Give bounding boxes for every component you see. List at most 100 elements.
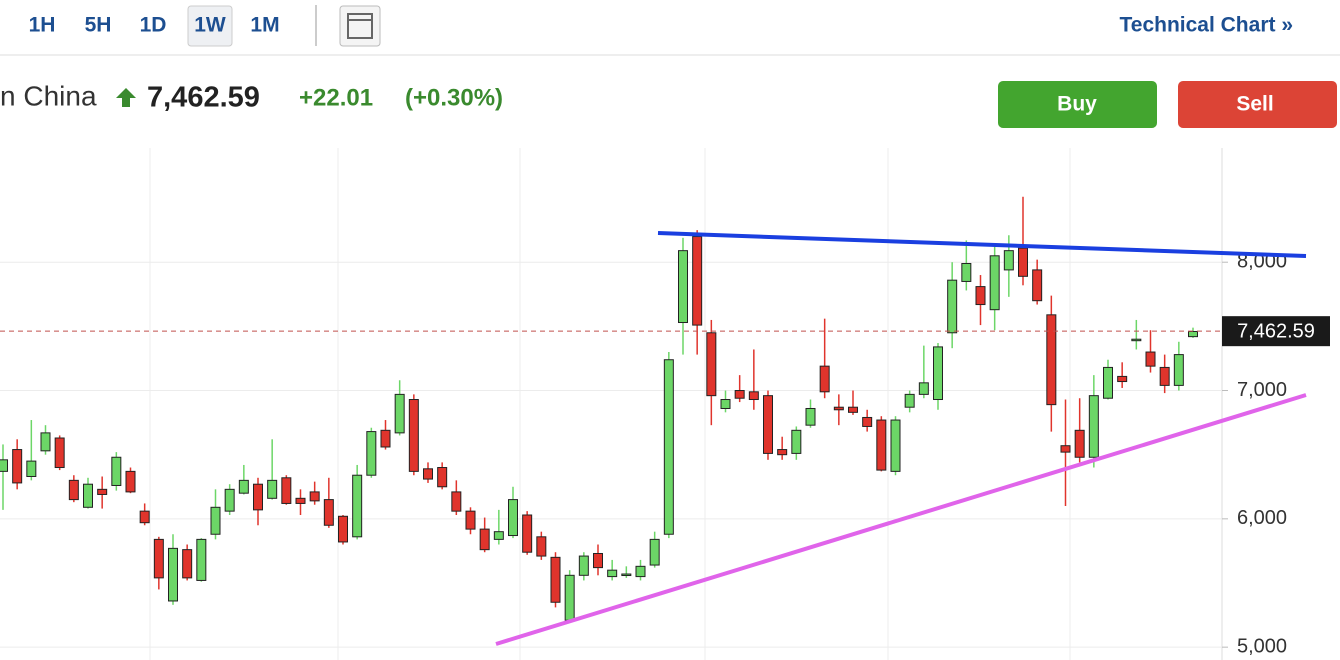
candle-body [663, 359, 674, 535]
candle-body [451, 491, 462, 512]
candle-body [791, 429, 802, 454]
y-tick-label: 7,000 [1237, 379, 1287, 401]
candle-body [748, 391, 759, 401]
candle-body [508, 499, 518, 537]
candle-body [975, 286, 986, 306]
candle-body [678, 250, 688, 324]
candle-body [97, 488, 108, 495]
timeframe[interactable]: 1W [194, 14, 226, 37]
vertical-grid [149, 148, 1223, 660]
candle-body [947, 279, 958, 334]
candle-body [125, 470, 136, 493]
buy-button[interactable] [998, 81, 1157, 128]
candle-body [1046, 314, 1057, 406]
candle-body [309, 491, 320, 502]
candle-body [267, 479, 278, 499]
candle-body [635, 565, 646, 578]
candle-body [890, 419, 901, 472]
candle-body [848, 406, 858, 413]
toolbar: Technical Chart » 1H 5H 1D 1W 1M [0, 5, 1340, 56]
trend-lines [495, 231, 1307, 646]
candle-body [550, 556, 561, 603]
candle-body [153, 538, 164, 579]
last-price-box [1222, 316, 1330, 347]
candle-body [479, 528, 490, 551]
timeframe[interactable]: 5H [85, 14, 112, 37]
header: n China 7,462.59 +22.01 (+0.30%) Buy Sel… [0, 80, 1337, 128]
candle-body [1117, 375, 1128, 383]
candle-body [805, 407, 816, 426]
candle-body [465, 510, 476, 530]
candle-body [323, 499, 334, 526]
candle-body [578, 555, 589, 576]
candle-body [380, 429, 391, 448]
candle-body [111, 456, 122, 486]
candle-body [862, 416, 873, 427]
candle-body [1188, 330, 1198, 338]
up-arrow [116, 88, 136, 107]
sell-label: Sell [1236, 93, 1273, 116]
last-price-label: 7,462.59 [1237, 320, 1315, 342]
candle-body [437, 467, 448, 488]
candle-body [1173, 354, 1184, 386]
candle-body [493, 531, 504, 540]
timeframe-selected [187, 5, 233, 47]
candle-body [607, 569, 618, 578]
candle-body [593, 552, 603, 569]
candle-body [366, 431, 377, 476]
candle-body [763, 395, 773, 454]
technical-chart-link[interactable]: Technical Chart » [1120, 14, 1294, 37]
change-percent: (+0.30%) [405, 84, 503, 111]
candle-body [238, 479, 249, 494]
candle-body [40, 432, 51, 452]
candle-body [819, 365, 830, 393]
sell-button[interactable] [1178, 81, 1337, 128]
instrument-name: n China [0, 80, 97, 111]
candle-body [182, 549, 193, 579]
candle-body [0, 459, 8, 472]
candle-body [1145, 351, 1156, 367]
change: +22.01 [299, 84, 373, 111]
timeframe[interactable]: 1D [140, 14, 167, 37]
layout-icon[interactable] [339, 5, 381, 47]
candle-body [12, 449, 23, 484]
candle-body [918, 382, 929, 395]
timeframe[interactable]: 1M [250, 14, 279, 37]
candle-body [720, 399, 731, 409]
candle-body [734, 390, 745, 399]
y-tick-label: 6,000 [1237, 507, 1287, 529]
price-marker: 7,462.59 [0, 316, 1330, 347]
candle-body [989, 255, 1000, 311]
candle-body [168, 547, 178, 602]
candle-body [1060, 445, 1071, 453]
candle-body [1018, 247, 1028, 277]
timeframe[interactable]: 1H [29, 14, 56, 37]
candle-body [692, 236, 703, 326]
support-line [495, 393, 1307, 646]
candle-body [876, 419, 887, 471]
candle-body [536, 536, 547, 557]
candle-body [933, 346, 943, 401]
candle-body [26, 460, 37, 478]
candles [0, 196, 1198, 622]
candle-body [83, 483, 93, 508]
candle-body [1103, 366, 1113, 399]
candle-body [281, 477, 292, 504]
layout-icon-frame [347, 13, 373, 39]
candle-body [522, 514, 533, 553]
candle-body [1074, 429, 1085, 458]
candle-body [338, 515, 348, 543]
y-tick-label: 5,000 [1237, 635, 1287, 657]
candle-body [1159, 366, 1170, 386]
candle-body [564, 574, 575, 621]
last-price: 7,462.59 [147, 82, 260, 114]
candle-body [54, 437, 65, 469]
candle-body [139, 510, 150, 524]
candle-body [408, 399, 419, 472]
candle-body [649, 538, 660, 566]
candle-body [621, 573, 632, 577]
candle-body [295, 497, 306, 504]
candle-body [352, 474, 363, 538]
candle-body [1032, 269, 1043, 302]
